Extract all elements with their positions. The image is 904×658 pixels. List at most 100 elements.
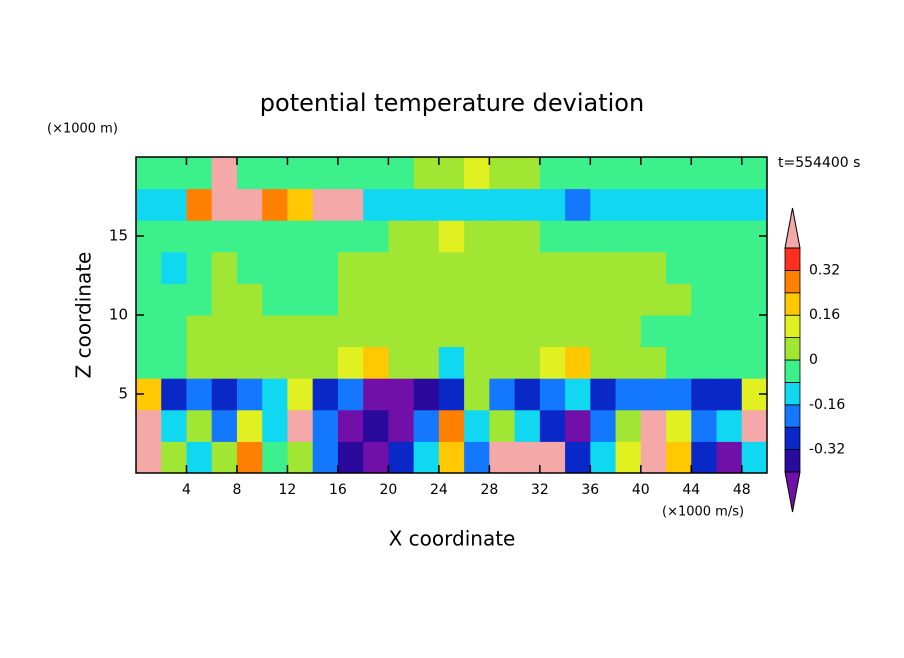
contour-cell (565, 283, 591, 316)
contour-cell (565, 157, 591, 190)
contour-cell (161, 409, 187, 442)
contour-cell (438, 220, 465, 253)
contour-cell (136, 441, 162, 474)
colorbar-band (784, 404, 801, 428)
contour-cell (337, 441, 364, 474)
contour-cell (514, 188, 541, 221)
contour-cell (438, 346, 465, 379)
contour-cell (413, 157, 440, 190)
contour-cell (236, 441, 263, 474)
contour-cell (287, 441, 314, 474)
x-tick-label: 4 (182, 482, 191, 498)
y-tick-label: 5 (118, 385, 128, 403)
contour-cell (464, 409, 490, 442)
contour-cell (666, 251, 692, 284)
contour-cell (464, 251, 490, 284)
contour-cell (489, 409, 516, 442)
contour-cell (388, 346, 415, 379)
contour-cell (514, 157, 541, 190)
contour-cell (287, 220, 314, 253)
contour-cell (640, 283, 667, 316)
contour-cell (413, 378, 440, 411)
contour-cell (514, 220, 541, 253)
contour-cell (312, 346, 339, 379)
colorbar-band (784, 269, 801, 294)
contour-cell (716, 157, 743, 190)
contour-cell (464, 441, 490, 474)
contour-cell (514, 283, 541, 316)
contour-cell (136, 188, 162, 221)
contour-cell (312, 157, 339, 190)
contour-cell (565, 441, 591, 474)
contour-cell (565, 409, 591, 442)
contour-cell (262, 346, 288, 379)
contour-cell (464, 188, 490, 221)
contour-cell (691, 409, 718, 442)
contour-cell (363, 157, 389, 190)
contour-cell (211, 157, 238, 190)
contour-cell (741, 157, 768, 190)
contour-cell (716, 220, 743, 253)
y-tick-label: 15 (109, 227, 128, 245)
contour-cell (262, 409, 288, 442)
contour-cell (539, 315, 566, 348)
contour-cell (691, 315, 718, 348)
colorbar-band (784, 292, 801, 316)
contour-cell (363, 315, 389, 348)
contour-cell (464, 157, 490, 190)
contour-cell (489, 157, 516, 190)
contour-cell (337, 220, 364, 253)
contour-cell (489, 283, 516, 316)
contour-cell (262, 188, 288, 221)
contour-cell (741, 251, 768, 284)
contour-cell (539, 220, 566, 253)
contour-cell (691, 188, 718, 221)
contour-cell (262, 378, 288, 411)
contour-cell (186, 315, 213, 348)
contour-cell (363, 346, 389, 379)
contour-cell (161, 251, 187, 284)
contour-cell (590, 188, 617, 221)
contour-cell (337, 346, 364, 379)
contour-cell (363, 378, 389, 411)
x-tick-label: 40 (632, 482, 650, 498)
contour-cell (413, 283, 440, 316)
contour-cell (312, 441, 339, 474)
contour-cell (413, 251, 440, 284)
y-unit: (×1000 m) (47, 122, 118, 137)
contour-cell (565, 188, 591, 221)
contour-cell (489, 315, 516, 348)
contour-cell (337, 315, 364, 348)
contour-cell (363, 283, 389, 316)
contour-cell (236, 283, 263, 316)
contour-cell (640, 220, 667, 253)
axes: 4 8 12 16 20 24 28 32 36 40 44 48510150.320.160-0.1… (109, 156, 845, 513)
contour-cell (514, 409, 541, 442)
contour-cell (438, 188, 465, 221)
contour-cell (287, 378, 314, 411)
contour-cell (666, 409, 692, 442)
contour-cell (236, 188, 263, 221)
contour-cell (136, 283, 162, 316)
colorbar-band (784, 426, 801, 451)
contour-cell (388, 409, 415, 442)
contour-cell (312, 409, 339, 442)
x-tick-label: 24 (430, 482, 448, 498)
contour-cell (236, 378, 263, 411)
contour-cell (236, 251, 263, 284)
contour-cell (615, 315, 642, 348)
contour-cell (716, 315, 743, 348)
contour-cell (716, 409, 743, 442)
contour-cell (211, 346, 238, 379)
contour-cell (464, 315, 490, 348)
contour-cell (666, 188, 692, 221)
contour-cell (691, 157, 718, 190)
contour-cell (363, 251, 389, 284)
contour-cell (615, 157, 642, 190)
contour-cell (312, 378, 339, 411)
x-tick-label: 32 (531, 482, 549, 498)
contour-cell (438, 315, 465, 348)
contour-cell (236, 157, 263, 190)
contour-cell (489, 346, 516, 379)
